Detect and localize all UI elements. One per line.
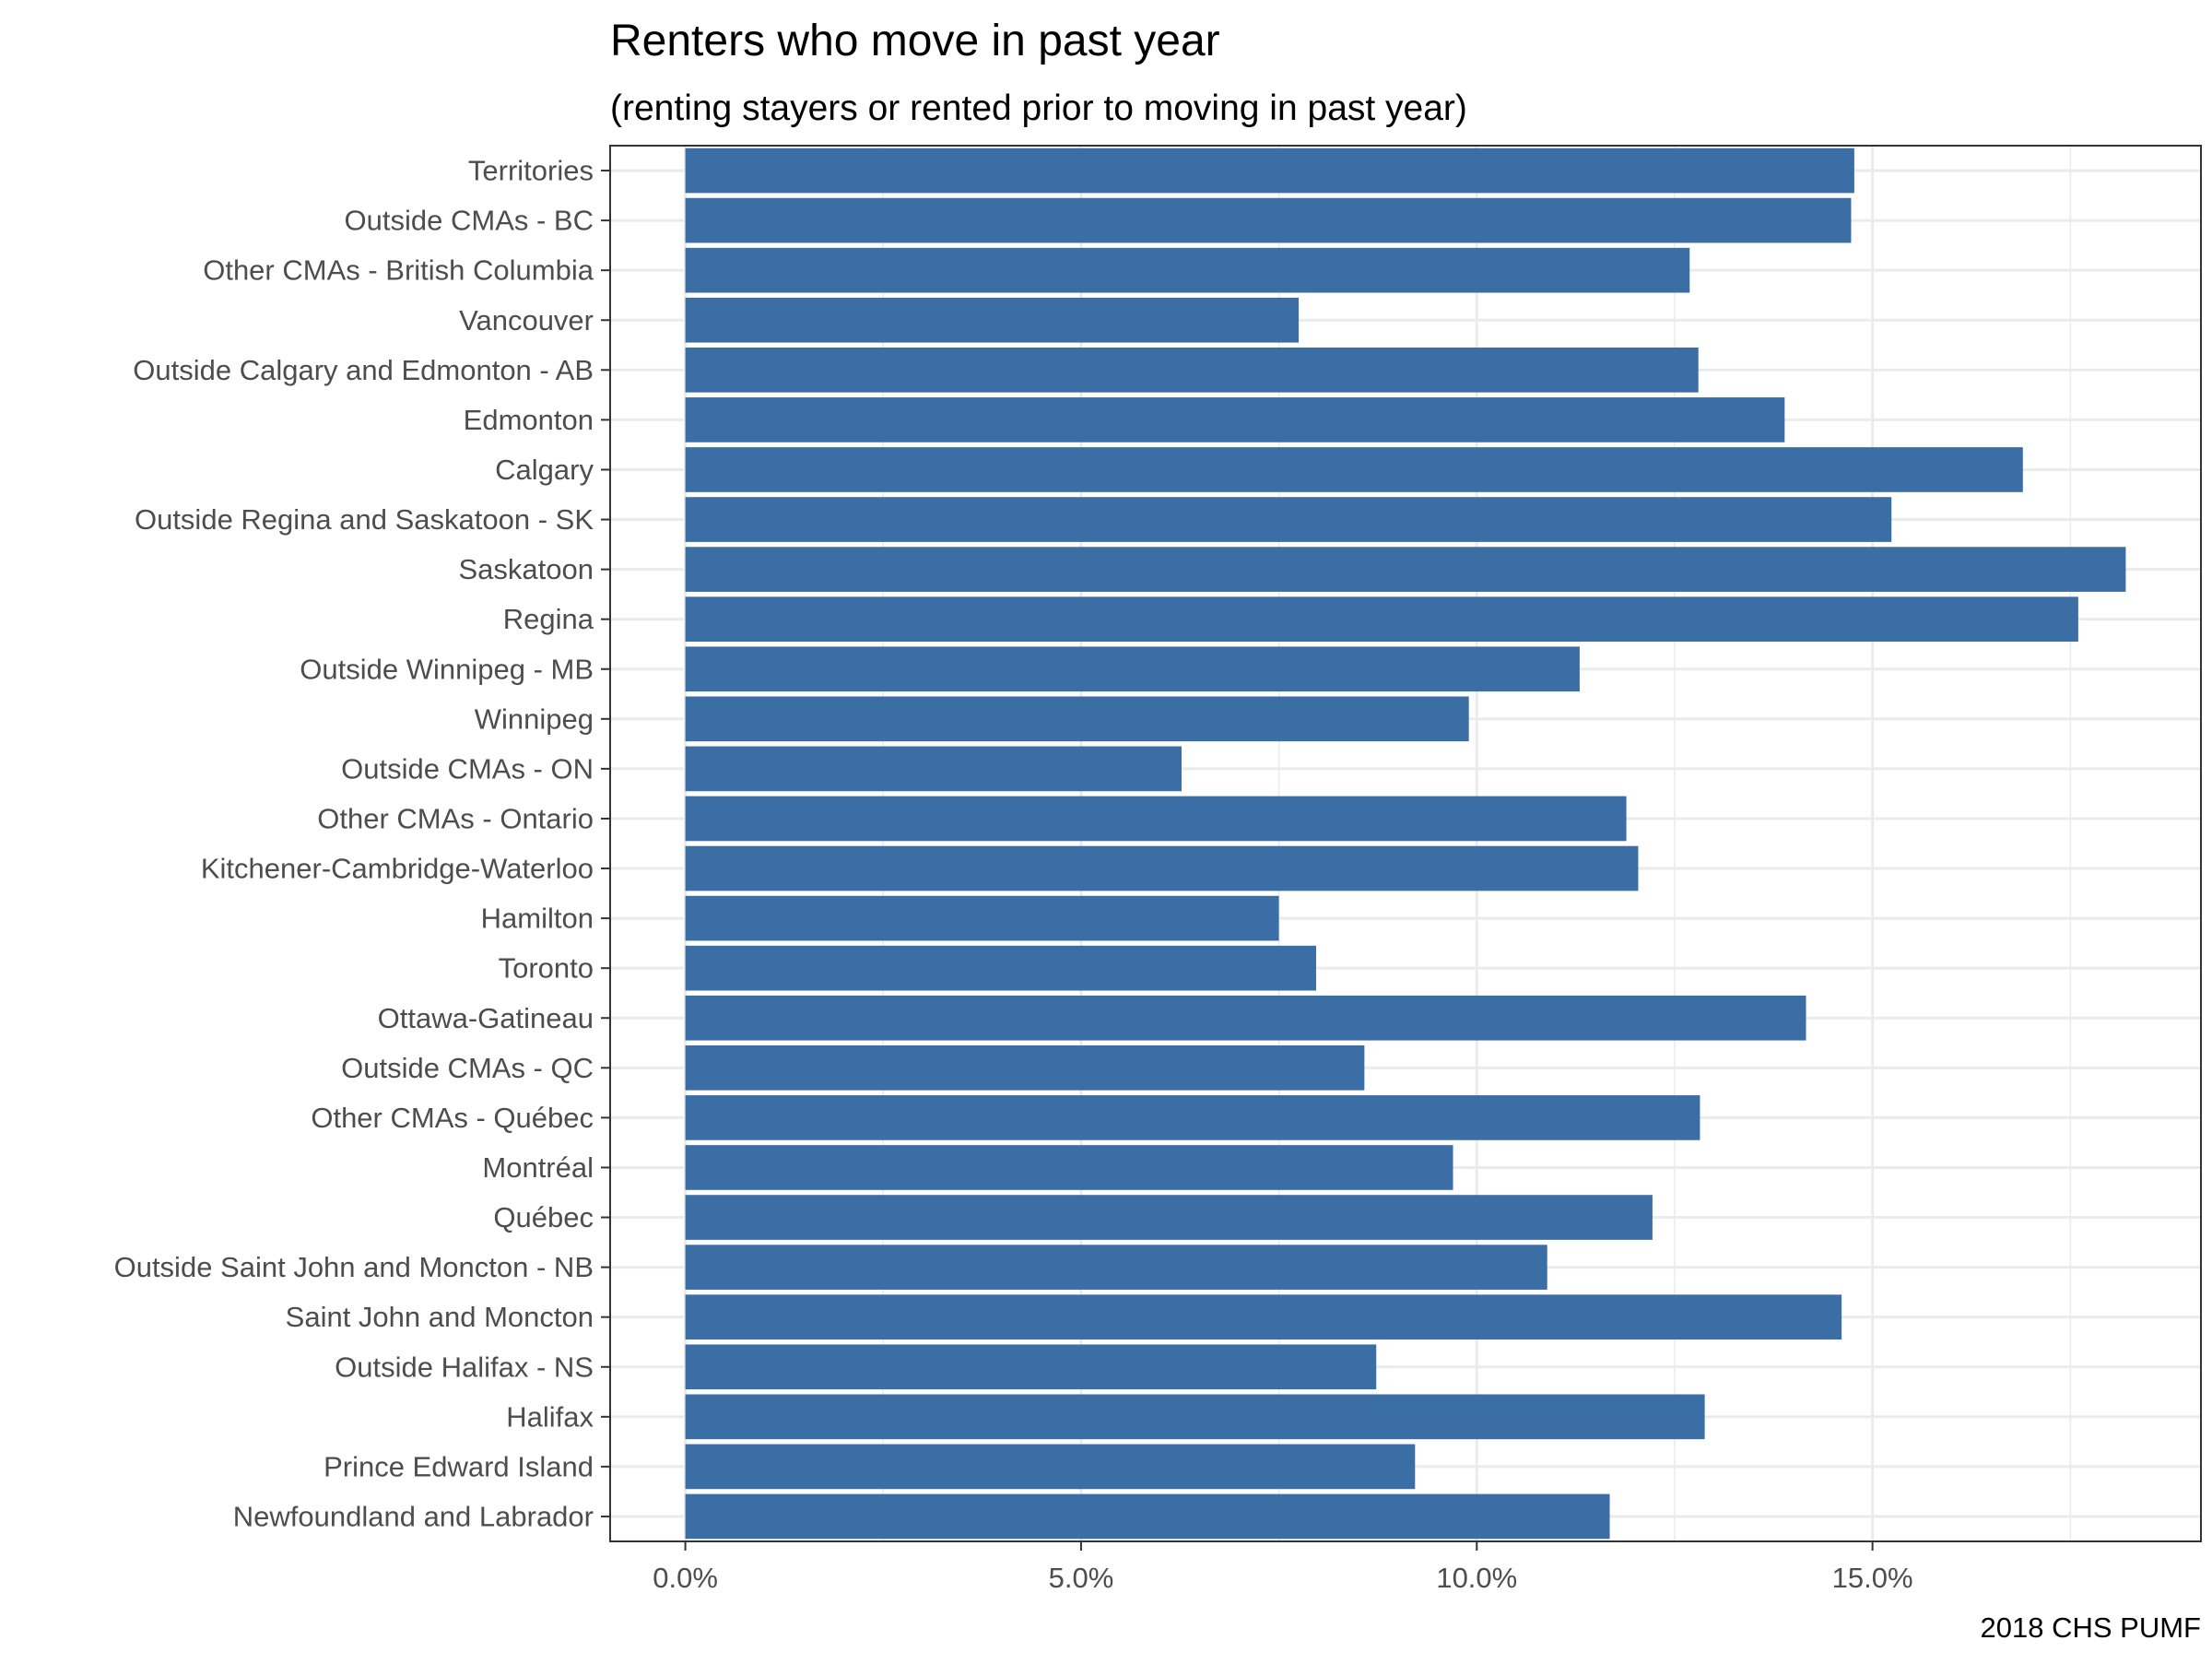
bar [685,1493,1610,1540]
y-tick-label: Edmonton [464,404,594,436]
y-tick-label: Kitchener-Cambridge-Waterloo [201,853,594,885]
bar [685,497,1892,542]
y-tick-label: Other CMAs - Ontario [317,802,594,834]
y-tick-label: Regina [503,603,594,635]
bar [685,1145,1453,1190]
x-tick-label: 15.0% [1832,1562,1913,1594]
bar [685,1195,1653,1240]
bar [685,397,1785,443]
bar [685,1294,1842,1340]
y-tick-label: Montréal [482,1151,594,1184]
bar [685,796,1627,842]
y-axis: Territories Outside CMAs - BC Other CMAs -… [114,155,610,1532]
bar [685,1444,1416,1490]
chart-title: Renters who move in past year [610,17,1220,65]
x-tick-label: 0.0% [653,1562,718,1594]
y-tick-label: Outside Winnipeg - MB [300,653,594,685]
bar [685,347,1699,393]
bar [685,845,1639,891]
y-tick-label: Vancouver [459,304,594,336]
bar [685,746,1182,792]
y-tick-label: Toronto [499,952,594,985]
y-tick-label: Outside Calgary and Edmonton - AB [133,354,594,386]
y-tick-label: Halifax [506,1400,594,1433]
bar [685,247,1690,293]
bar [685,547,2126,592]
y-tick-label: Other CMAs - Québec [311,1102,594,1134]
y-tick-label: Outside Saint John and Moncton - NB [114,1251,594,1283]
x-tick-label: 5.0% [1049,1562,1114,1594]
bar [685,1044,1365,1091]
bar [685,297,1300,343]
y-tick-label: Outside Halifax - NS [335,1351,594,1383]
y-tick-label: Québec [493,1201,594,1233]
y-tick-label: Other CMAs - British Columbia [203,254,594,287]
y-tick-label: Hamilton [481,903,594,935]
chart-caption: 2018 CHS PUMF [1981,1611,2201,1644]
bar [685,945,1316,991]
bar [685,1394,1705,1440]
bar [685,1245,1547,1290]
y-tick-label: Outside CMAs - QC [341,1052,594,1084]
y-tick-label: Winnipeg [475,702,594,735]
bar [685,1344,1377,1390]
y-tick-label: Territories [468,155,594,187]
x-tick-label: 10.0% [1436,1562,1517,1594]
chart-subtitle: (renting stayers or rented prior to movi… [610,89,1467,128]
bar [685,696,1469,742]
y-tick-label: Saint John and Moncton [286,1301,594,1333]
x-axis: 0.0% 5.0% 10.0% 15.0% [653,1541,1913,1594]
plot-border [609,145,2202,1542]
bar [685,895,1279,941]
y-tick-label: Outside CMAs - BC [345,205,594,237]
y-tick-label: Newfoundland and Labrador [233,1500,594,1532]
bar [685,995,1806,1041]
y-tick-label: Outside CMAs - ON [341,752,594,785]
bar [685,646,1580,692]
bar [685,596,2078,643]
y-tick-label: Prince Edward Island [324,1450,594,1482]
y-tick-label: Saskatoon [459,553,594,585]
bar [685,1095,1700,1140]
bar [685,148,1854,194]
y-tick-label: Calgary [495,454,594,486]
bar [685,197,1852,243]
bar [685,447,2023,492]
y-tick-label: Ottawa-Gatineau [378,1002,594,1034]
y-tick-label: Outside Regina and Saskatoon - SK [135,503,594,536]
bars [685,148,2126,1540]
